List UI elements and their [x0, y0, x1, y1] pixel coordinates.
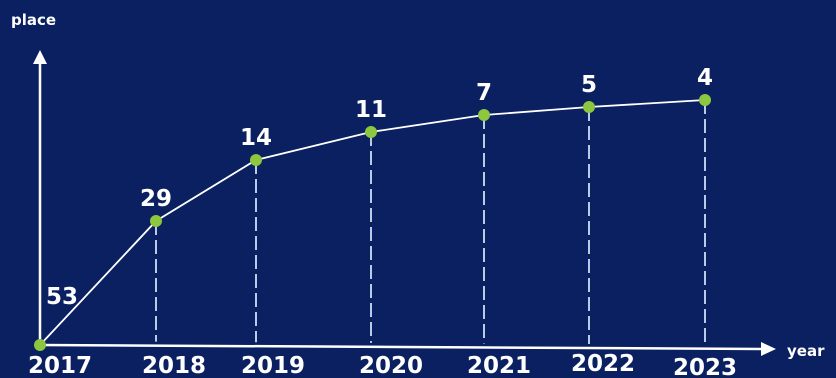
x-tick-label-2023: 2023 [673, 355, 737, 378]
y-axis-arrow [33, 50, 47, 64]
axes [33, 50, 776, 356]
x-tick-label-2020: 2020 [359, 353, 423, 378]
y-axis-title: place [11, 11, 56, 29]
data-labels: 53 29 14 11 7 5 4 [46, 65, 713, 310]
data-point-2021 [478, 109, 490, 121]
x-tick-label-2022: 2022 [571, 351, 635, 377]
drop-lines [155, 100, 706, 345]
data-points [34, 94, 711, 351]
x-tick-label-2018: 2018 [142, 353, 206, 378]
data-label-2019: 14 [240, 125, 272, 151]
x-axis [39, 343, 763, 351]
data-label-2018: 29 [140, 186, 172, 212]
data-point-2023 [699, 94, 711, 106]
data-label-2017: 53 [46, 284, 78, 310]
data-point-2018 [150, 215, 162, 227]
x-tick-label-2021: 2021 [467, 353, 531, 378]
data-label-2023: 4 [697, 65, 713, 91]
data-point-2019 [250, 154, 262, 166]
x-tick-labels: 2017 2018 2019 2020 2021 2022 2023 [28, 351, 737, 378]
x-tick-label-2017: 2017 [28, 353, 92, 378]
data-label-2020: 11 [355, 97, 387, 123]
x-axis-title: year [787, 342, 825, 360]
data-point-2020 [365, 126, 377, 138]
data-label-2022: 5 [581, 72, 597, 98]
x-tick-label-2019: 2019 [241, 353, 305, 378]
data-point-2022 [583, 101, 595, 113]
x-axis-arrow [761, 342, 776, 356]
data-label-2021: 7 [476, 80, 492, 106]
data-point-2017 [34, 339, 46, 351]
